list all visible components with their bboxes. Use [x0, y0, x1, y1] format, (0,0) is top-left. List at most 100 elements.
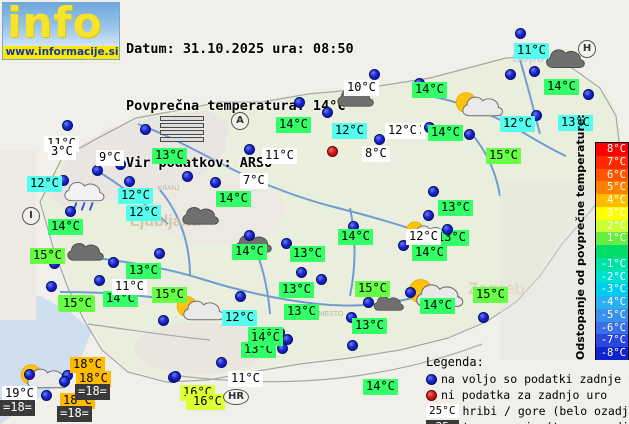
station-dot[interactable] [216, 357, 227, 368]
temperature-chip: 9°C [96, 150, 124, 166]
station-dot[interactable] [347, 340, 358, 351]
temperature-chip: 15°C [355, 281, 390, 297]
temperature-chip: 14°C [412, 82, 447, 98]
station-dot[interactable] [583, 89, 594, 100]
legend-rows: na voljo so podatki zadnje ure ni podatka… [426, 371, 629, 424]
temperature-chip: 14°C [420, 298, 455, 314]
temperature-chip: 14°C [48, 219, 83, 235]
country-code-badge-h: H [578, 40, 596, 58]
station-dot[interactable] [124, 176, 135, 187]
temperature-chip: 14°C [363, 379, 398, 395]
temperature-chip: 14°C [248, 330, 283, 346]
station-dot[interactable] [170, 371, 181, 382]
sea-temperature-chip: =18= [0, 400, 35, 416]
station-dot[interactable] [94, 275, 105, 286]
legend-row-label: hribi / gore (belo ozadje) [462, 404, 629, 418]
temperature-chip: 14°C [338, 229, 373, 245]
temperature-chip: 11°C [112, 279, 147, 295]
station-dot[interactable] [423, 210, 434, 221]
scale-title: Odstopanje od povprečne temperature: [574, 114, 587, 360]
grey-bar [160, 137, 204, 142]
station-dot[interactable] [316, 274, 327, 285]
station-dot[interactable] [531, 110, 542, 121]
temperature-chip: 15°C [486, 148, 521, 164]
dark-cloud-icon [368, 292, 412, 320]
legend-row: na voljo so podatki zadnje ure [426, 371, 629, 387]
station-dot[interactable] [65, 206, 76, 217]
temperature-chip: 13°C [279, 282, 314, 298]
station-dot[interactable] [398, 240, 409, 251]
scale-step: -4°C [596, 296, 628, 309]
station-dot[interactable] [515, 28, 526, 39]
temperature-chip: 12°C [118, 188, 153, 204]
scale-step: 2°C [596, 219, 628, 233]
temperature-chip: 19°C [2, 386, 37, 402]
station-dot[interactable] [281, 238, 292, 249]
station-dot[interactable] [41, 390, 52, 401]
legend-hill-chip: 25°C [426, 404, 459, 418]
scale-step: 8°C [596, 143, 628, 156]
svg-text:NOVO MESTO: NOVO MESTO [296, 311, 344, 318]
grey-bar [160, 116, 204, 121]
station-dot[interactable] [464, 129, 475, 140]
station-dot[interactable] [24, 369, 35, 380]
temperature-chip: 12°C [332, 123, 367, 139]
legend-row: ni podatka za zadnjo uro [426, 387, 608, 403]
station-dot[interactable] [244, 144, 255, 155]
temperature-chip: 16°C [190, 394, 225, 410]
station-dot[interactable] [428, 186, 439, 197]
temperature-chip: 12°C [222, 310, 257, 326]
temperature-chip: 11°C [228, 371, 263, 387]
station-dot[interactable] [322, 107, 333, 118]
temperature-chip: 13°C [290, 246, 325, 262]
grey-bar [160, 123, 204, 128]
station-dot[interactable] [62, 120, 73, 131]
station-dot[interactable] [108, 257, 119, 268]
temperature-chip: 15°C [473, 287, 508, 303]
station-dot[interactable] [346, 312, 357, 323]
temperature-chip: 13°C [152, 148, 187, 164]
temperature-chip: 10°C [344, 80, 379, 96]
legend-row-label: na voljo so podatki zadnje ure [441, 372, 629, 386]
station-dot[interactable] [369, 69, 380, 80]
temperature-deviation-scale: Odstopanje od povprečne temperature: 8°C… [571, 114, 629, 360]
station-dot[interactable] [46, 281, 57, 292]
temperature-chip: 13°C [126, 263, 161, 279]
station-dot[interactable] [294, 97, 305, 108]
station-dot[interactable] [140, 124, 151, 135]
station-dot[interactable] [154, 248, 165, 259]
station-dot[interactable] [210, 177, 221, 188]
temperature-chip: 14°C [428, 125, 463, 141]
scale-step: 1°C [596, 232, 628, 245]
station-dot[interactable] [182, 171, 193, 182]
legend-sea-chip: =25= [426, 420, 459, 424]
scale-step: -6°C [596, 321, 628, 335]
info-logo[interactable]: info www.informacije.si [2, 2, 120, 60]
station-dot[interactable] [244, 230, 255, 241]
header-date-time: Datum: 31.10.2025 ura: 08:50 [126, 41, 354, 57]
station-dot[interactable] [405, 287, 416, 298]
station-dot[interactable] [478, 312, 489, 323]
temperature-chip: 11°C [514, 43, 549, 59]
station-dot[interactable] [158, 315, 169, 326]
grey-bar [160, 130, 204, 135]
header-average-temperature: Povprečna temperatura: 14°C [126, 98, 346, 114]
legend-blue-dot-icon [426, 373, 437, 385]
station-dot[interactable] [505, 69, 516, 80]
station-dot[interactable] [363, 297, 374, 308]
station-dot[interactable] [92, 165, 103, 176]
station-dot-no-data[interactable] [327, 146, 338, 157]
station-dot[interactable] [374, 134, 385, 145]
station-dot[interactable] [59, 376, 70, 387]
station-dot[interactable] [296, 267, 307, 278]
grey-bars-graphic [160, 116, 204, 144]
station-dot[interactable] [529, 66, 540, 77]
temperature-chip: 14°C [216, 191, 251, 207]
temperature-chip: 12°C [385, 123, 420, 139]
station-dot[interactable] [442, 224, 453, 235]
station-dot[interactable] [235, 291, 246, 302]
scale-step: -3°C [596, 283, 628, 296]
legend-row-label: ni podatka za zadnjo uro [441, 388, 608, 402]
legend: Legenda: na voljo so podatki zadnje ure n… [426, 354, 629, 424]
